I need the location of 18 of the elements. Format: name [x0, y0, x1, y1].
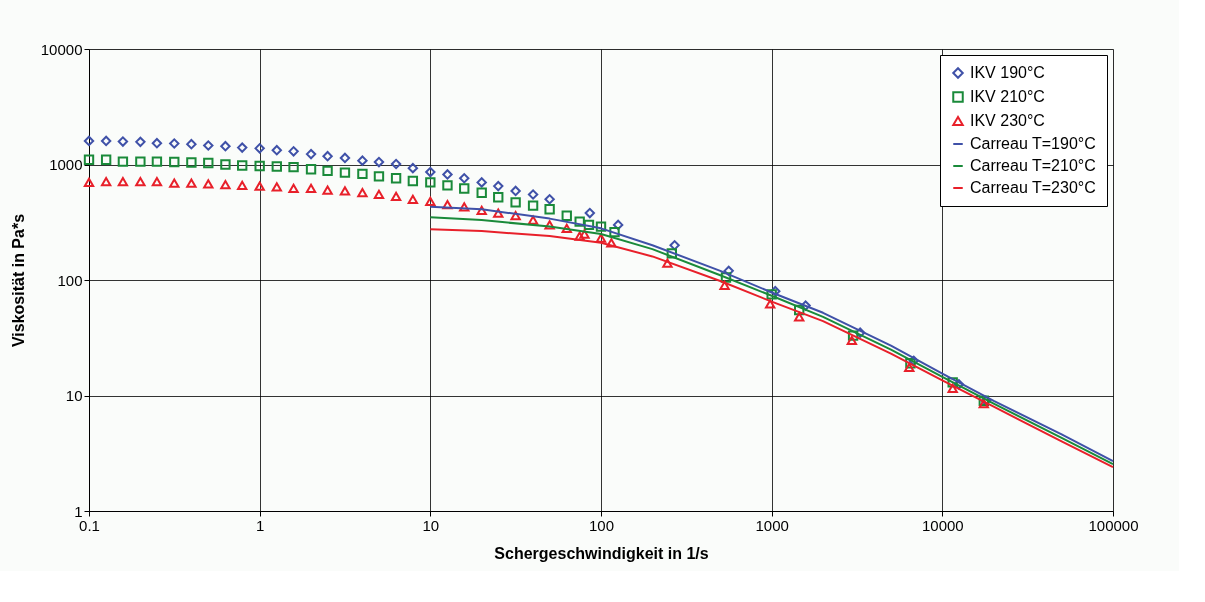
x-tick-label: 1 — [255, 516, 265, 534]
y-tick-label: 1000 — [49, 156, 83, 173]
legend-label: IKV 230°C — [970, 112, 1045, 129]
y-axis-title: Viskosität in Pa*s — [9, 213, 27, 348]
legend-label: Carreau T=190°C — [970, 135, 1096, 152]
x-tick-label: 1000 — [755, 516, 789, 534]
x-tick-label: 100000 — [1088, 516, 1139, 534]
y-tick-label: 10000 — [40, 40, 83, 58]
legend-label: IKV 210°C — [970, 88, 1045, 105]
y-tick-label: 10 — [65, 387, 83, 404]
y-tick-label: 100 — [57, 271, 83, 289]
x-axis-title: Schergeschwindigkeit in 1/s — [494, 544, 709, 562]
legend-label: IKV 190°C — [970, 64, 1045, 81]
legend-label: Carreau T=210°C — [970, 157, 1096, 174]
x-tick-label: 10000 — [921, 516, 964, 534]
legend-label: Carreau T=230°C — [970, 179, 1096, 196]
x-tick-label: 100 — [588, 516, 615, 534]
x-tick-label: 10 — [422, 516, 440, 534]
